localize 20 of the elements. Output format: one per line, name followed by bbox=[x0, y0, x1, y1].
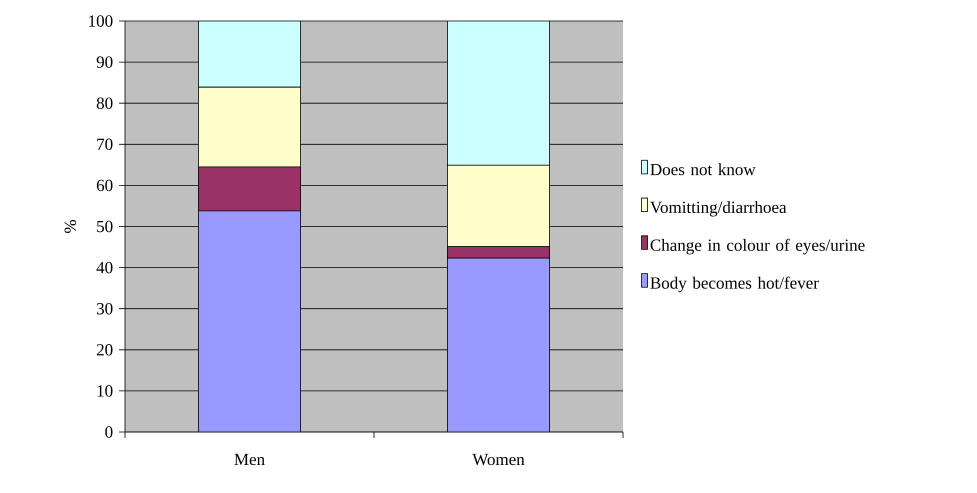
y-tick-label: 0 bbox=[105, 426, 112, 438]
y-tick-label: 10 bbox=[98, 385, 112, 397]
y-tick-label: 90 bbox=[96, 56, 112, 68]
legend-label: Does not know bbox=[650, 163, 756, 176]
x-tick-label: Men bbox=[234, 454, 265, 466]
y-tick-label: 50 bbox=[97, 220, 112, 232]
y-tick-label: 30 bbox=[96, 302, 112, 314]
legend-label: Vomitting/diarrhoea bbox=[650, 201, 786, 217]
y-tick-label: 20 bbox=[96, 344, 112, 356]
bar bbox=[198, 210, 301, 432]
legend-label: Change in colour of eyes/urine bbox=[650, 238, 865, 254]
y-tick-label: 70 bbox=[97, 138, 112, 150]
legend-label: Body becomes hot/fever bbox=[650, 276, 819, 292]
x-tick-label: Women bbox=[472, 454, 524, 466]
y-axis-title: % bbox=[64, 220, 76, 233]
y-tick-label: 100 bbox=[89, 15, 112, 27]
bar bbox=[447, 258, 550, 432]
y-tick-label: 40 bbox=[96, 262, 112, 274]
y-tick-label: 80 bbox=[96, 97, 112, 109]
y-tick-label: 60 bbox=[96, 180, 112, 192]
